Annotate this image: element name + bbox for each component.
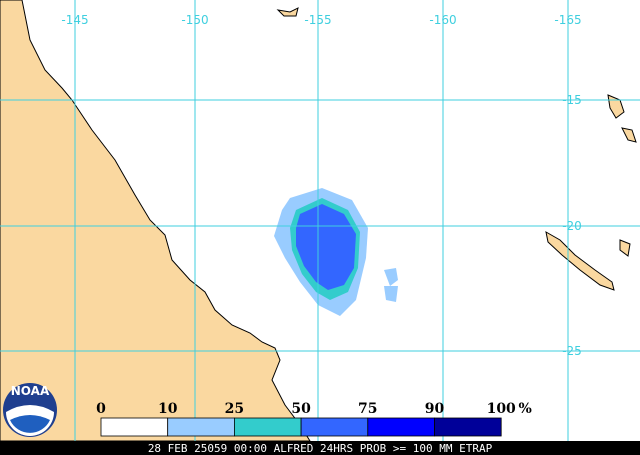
- lon-label: -150: [181, 13, 208, 27]
- legend-tick: 75: [358, 401, 377, 417]
- footer-bar: [0, 441, 640, 455]
- lon-label: -145: [61, 13, 88, 27]
- legend-swatch: [434, 417, 502, 437]
- legend-swatch: [233, 417, 302, 437]
- lat-label: -15: [562, 93, 582, 107]
- land: [0, 0, 637, 442]
- logo-text: NOAA: [11, 384, 50, 398]
- legend-unit: %: [519, 401, 532, 417]
- lon-label: -165: [554, 13, 581, 27]
- lat-label: -20: [562, 219, 582, 233]
- legend-swatch: [167, 417, 235, 437]
- noaa-logo: NOAA: [3, 383, 57, 437]
- legend-tick: 100: [487, 401, 516, 417]
- legend-tick: 90: [425, 401, 445, 417]
- lat-label: -25: [562, 344, 582, 358]
- lon-label: -160: [429, 13, 456, 27]
- legend-tick: 0: [96, 401, 106, 417]
- legend-swatch: [367, 417, 435, 437]
- legend-tick: 10: [158, 401, 178, 417]
- legend-swatch: [100, 417, 169, 437]
- lon-label: -155: [304, 13, 331, 27]
- legend-tick: 50: [291, 401, 311, 417]
- footer-text: 28 FEB 25059 00:00 ALFRED 24HRS PROB >= …: [148, 442, 493, 455]
- legend-swatch: [300, 417, 369, 437]
- legend-tick: 25: [225, 401, 244, 417]
